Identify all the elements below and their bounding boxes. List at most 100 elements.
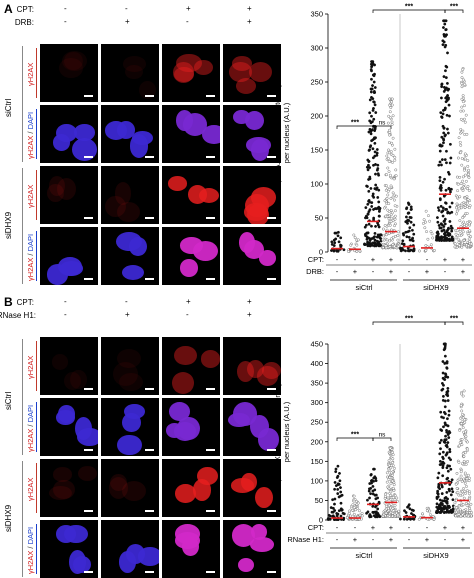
data-point xyxy=(451,498,455,502)
data-point xyxy=(370,87,374,91)
data-point xyxy=(439,447,442,451)
micrograph-cell xyxy=(40,44,98,102)
data-point xyxy=(349,514,352,518)
data-point xyxy=(447,456,451,460)
data-point xyxy=(375,186,379,190)
panel-a-treat2-mark: + xyxy=(247,17,252,26)
micrograph-cell xyxy=(101,398,159,456)
data-point xyxy=(461,68,465,72)
y-tick-label: 250 xyxy=(310,418,323,427)
data-point xyxy=(370,114,373,118)
data-point xyxy=(402,233,406,237)
data-point xyxy=(374,244,378,248)
data-point xyxy=(455,471,459,475)
data-point xyxy=(457,512,461,516)
data-point xyxy=(442,410,446,414)
row2-mark: - xyxy=(372,535,375,544)
data-point xyxy=(461,94,465,98)
data-point xyxy=(442,141,445,145)
data-point xyxy=(459,151,463,155)
data-point xyxy=(441,387,445,391)
data-point xyxy=(448,431,452,435)
data-point xyxy=(442,225,446,228)
data-point xyxy=(438,452,442,456)
data-point xyxy=(391,461,394,465)
data-point xyxy=(464,435,468,438)
data-point xyxy=(462,509,466,513)
data-point xyxy=(388,515,391,518)
data-point xyxy=(436,232,440,236)
data-point xyxy=(366,168,370,172)
data-point xyxy=(354,508,358,512)
panel-b-treat1-mark: - xyxy=(64,297,67,306)
data-point xyxy=(403,509,406,513)
significance-bracket xyxy=(444,9,464,13)
scatter-series xyxy=(434,19,455,242)
micrograph-cell xyxy=(223,520,281,578)
data-point xyxy=(405,235,409,239)
data-point xyxy=(460,438,464,442)
data-point xyxy=(369,121,373,125)
data-point xyxy=(388,116,392,120)
data-point xyxy=(445,451,449,455)
micrograph-cell xyxy=(162,459,220,517)
row2-mark: - xyxy=(408,267,411,276)
data-point xyxy=(366,231,370,235)
data-point xyxy=(371,484,375,488)
data-point xyxy=(377,200,381,204)
row2-mark: - xyxy=(336,267,339,276)
significance-label: *** xyxy=(405,4,413,11)
significance-label: *** xyxy=(351,120,359,127)
data-point xyxy=(391,479,395,483)
data-point xyxy=(366,158,370,162)
data-point xyxy=(336,230,340,234)
micrograph-cell xyxy=(162,105,220,163)
data-point xyxy=(445,161,448,165)
data-point xyxy=(360,514,364,518)
data-point xyxy=(382,234,386,238)
data-point xyxy=(462,459,466,463)
data-point xyxy=(374,224,377,228)
data-point xyxy=(363,232,367,236)
data-point xyxy=(340,508,344,512)
micrograph-cell xyxy=(162,337,220,395)
data-point xyxy=(407,202,411,206)
data-point xyxy=(424,248,428,252)
data-point xyxy=(351,503,355,507)
data-point xyxy=(463,205,467,209)
scatter-series xyxy=(345,494,364,522)
micrograph-cell xyxy=(162,398,220,456)
data-point xyxy=(458,140,462,144)
y-tick-label: 300 xyxy=(310,44,323,53)
data-point xyxy=(352,233,356,237)
data-point xyxy=(339,514,343,518)
row2-name: RNase H1: xyxy=(287,535,324,544)
group-bracket xyxy=(22,46,23,162)
panel-b-treat1-name: CPT: xyxy=(16,298,34,307)
row1-mark: - xyxy=(354,523,357,532)
data-point xyxy=(383,224,387,227)
data-point xyxy=(463,430,467,434)
data-point xyxy=(333,502,336,506)
scatter-series xyxy=(399,201,416,253)
data-point xyxy=(369,242,373,245)
data-point xyxy=(390,97,394,101)
data-point xyxy=(445,366,449,370)
data-point xyxy=(443,222,447,226)
data-point xyxy=(407,219,411,223)
data-point xyxy=(455,206,458,210)
micrograph-cell xyxy=(162,44,220,102)
data-point xyxy=(360,511,364,515)
data-point xyxy=(437,208,441,212)
row1-mark: + xyxy=(461,255,466,264)
data-point xyxy=(441,124,445,128)
data-point xyxy=(436,206,440,210)
data-point xyxy=(388,446,392,450)
data-point xyxy=(424,244,428,247)
data-point xyxy=(396,513,400,517)
data-point xyxy=(461,109,465,113)
data-point xyxy=(352,494,356,498)
data-point xyxy=(387,217,391,221)
y-tick-label: 400 xyxy=(310,359,323,368)
data-point xyxy=(444,133,447,137)
